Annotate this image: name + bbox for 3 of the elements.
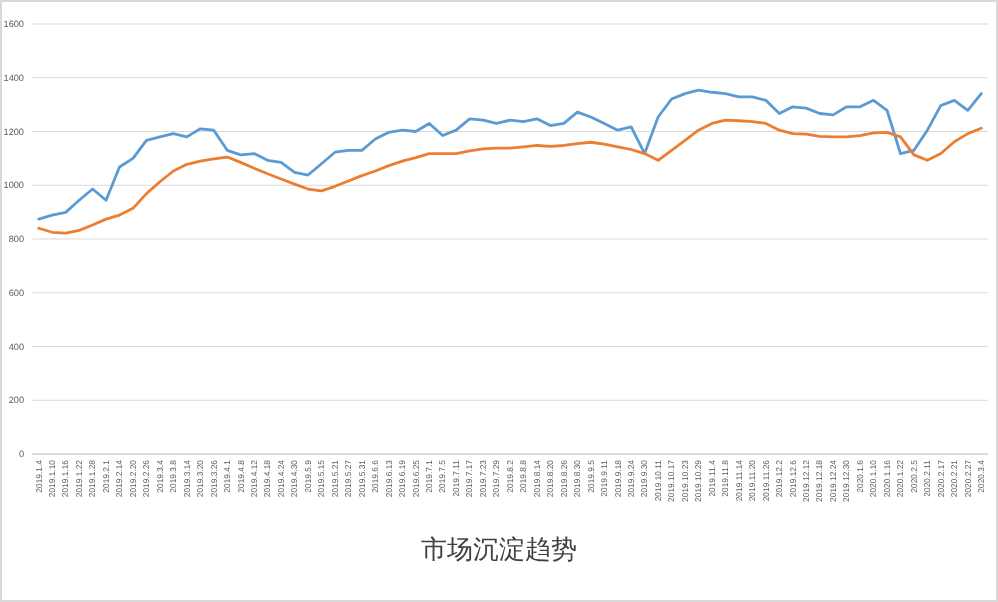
line-series — [37, 118, 983, 235]
line-series — [37, 88, 983, 221]
text: 市场沉淀趋势 — [421, 534, 577, 564]
